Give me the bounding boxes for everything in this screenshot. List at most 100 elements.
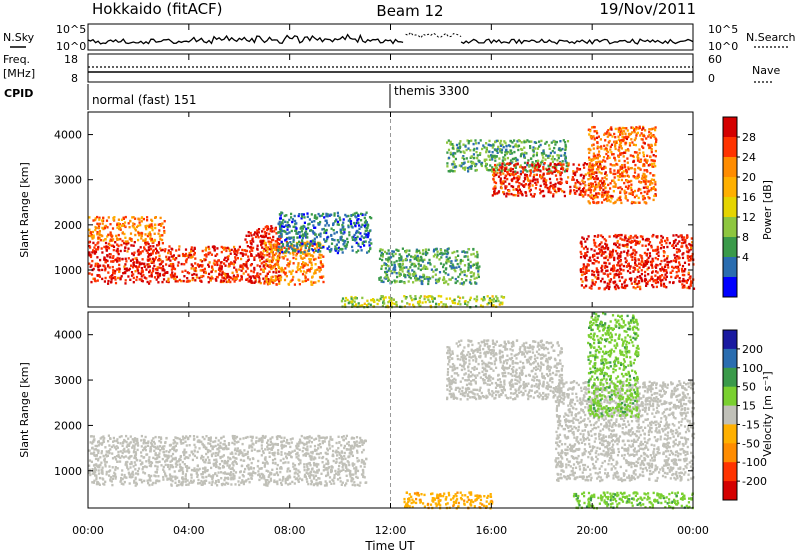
scatter-cell [319, 276, 322, 279]
scatter-cell [222, 248, 225, 251]
scatter-cell [504, 158, 507, 161]
scatter-cell [624, 196, 627, 200]
scatter-cell [129, 278, 132, 281]
scatter-cell [532, 154, 535, 158]
scatter-cell [549, 162, 552, 165]
scatter-cell [426, 295, 429, 299]
scatter-cell [434, 273, 437, 276]
scatter-cell [179, 466, 182, 469]
scatter-cell [572, 170, 575, 173]
scatter-cell [360, 212, 363, 216]
scatter-cell [502, 172, 505, 175]
scatter-cell [192, 435, 196, 438]
scatter-cell [459, 282, 462, 285]
scatter-cell [104, 276, 107, 280]
scatter-cell [134, 265, 137, 268]
scatter-cell [336, 251, 339, 255]
scatter-cell [650, 264, 654, 267]
scatter-cell [158, 229, 161, 232]
scatter-cell [137, 232, 140, 235]
scatter-cell [603, 256, 606, 260]
scatter-cell [129, 455, 132, 458]
scatter-cell [617, 127, 620, 130]
scatter-cell [551, 155, 554, 158]
scatter-cell [511, 157, 514, 161]
scatter-cell [215, 279, 218, 282]
power-cells-region-7 [378, 247, 481, 286]
scatter-cell [275, 232, 278, 235]
scatter-cell [130, 264, 133, 267]
scatter-cell [102, 239, 105, 242]
scatter-cell [472, 252, 475, 256]
scatter-cell [225, 280, 228, 284]
scatter-cell [346, 240, 349, 244]
scatter-cell [120, 224, 123, 227]
scatter-cell [472, 153, 475, 156]
scatter-cell [596, 141, 599, 145]
scatter-cell [504, 169, 507, 172]
scatter-cell [641, 195, 644, 198]
scatter-cell [188, 481, 191, 484]
scatter-cell [226, 273, 229, 277]
scatter-cell [301, 264, 305, 267]
scatter-cell [466, 139, 469, 142]
scatter-cell [636, 282, 639, 286]
scatter-cell [433, 297, 436, 300]
scatter-cell [689, 283, 692, 286]
scatter-cell [292, 256, 295, 260]
scatter-cell [264, 234, 268, 238]
scatter-cell [638, 160, 641, 163]
scatter-cell [531, 184, 534, 187]
scatter-cell [207, 461, 210, 464]
scatter-cell [619, 260, 622, 263]
scatter-cell [500, 151, 503, 154]
scatter-cell [270, 250, 273, 253]
scatter-cell [648, 134, 651, 137]
scatter-cell [261, 246, 264, 249]
scatter-cell [417, 300, 420, 304]
scatter-cell [659, 268, 662, 271]
scatter-cell [640, 279, 643, 283]
scatter-cell [414, 257, 417, 260]
scatter-cell [452, 166, 455, 169]
scatter-cell [231, 278, 234, 281]
scatter-cell [641, 257, 644, 260]
scatter-cell [674, 238, 677, 242]
scatter-cell [595, 245, 598, 248]
scatter-cell [119, 456, 122, 460]
scatter-cell [333, 232, 336, 235]
scatter-cell [194, 279, 197, 282]
scatter-cell [458, 142, 461, 145]
scatter-cell [303, 241, 307, 245]
scatter-cell [543, 182, 546, 186]
scatter-cell [647, 164, 650, 167]
scatter-cell [566, 161, 569, 165]
scatter-cell [627, 264, 630, 267]
scatter-cell [281, 268, 284, 271]
scatter-cell [161, 280, 164, 284]
scatter-cell [652, 165, 655, 168]
scatter-cell [145, 227, 148, 231]
scatter-cell [92, 249, 95, 252]
scatter-cell [140, 220, 143, 223]
scatter-cell [440, 301, 443, 304]
scatter-cell [501, 143, 504, 147]
scatter-cell [459, 303, 462, 306]
scatter-cell [584, 240, 587, 243]
scatter-cell [470, 167, 473, 170]
scatter-cell [262, 451, 265, 455]
scatter-cell [519, 154, 522, 158]
scatter-cell [654, 155, 657, 158]
scatter-cell [619, 191, 622, 194]
scatter-cell [158, 257, 161, 261]
scatter-cell [609, 145, 612, 148]
scatter-cell [407, 272, 411, 275]
scatter-cell [624, 284, 627, 287]
scatter-cell [621, 135, 624, 139]
scatter-cell [559, 188, 562, 191]
scatter-cell [579, 182, 582, 186]
scatter-cell [247, 234, 251, 237]
scatter-cell [98, 233, 101, 237]
scatter-cell [509, 169, 512, 173]
scatter-cell [182, 438, 185, 441]
